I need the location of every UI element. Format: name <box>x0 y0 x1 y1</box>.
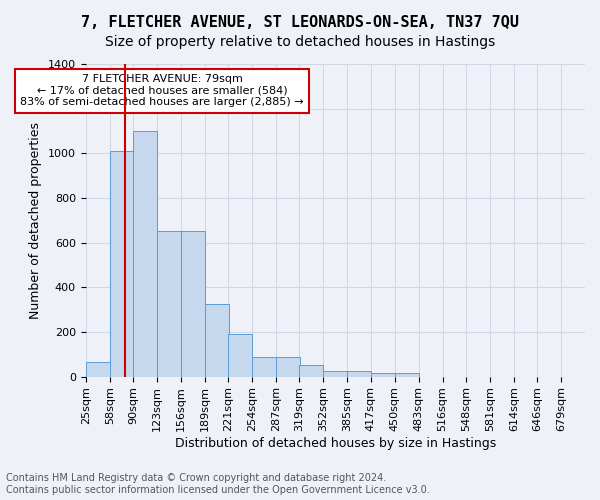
Bar <box>323 371 347 376</box>
Text: 7, FLETCHER AVENUE, ST LEONARDS-ON-SEA, TN37 7QU: 7, FLETCHER AVENUE, ST LEONARDS-ON-SEA, … <box>81 15 519 30</box>
Bar <box>205 304 229 376</box>
Bar <box>133 131 157 376</box>
Bar <box>347 371 371 376</box>
X-axis label: Distribution of detached houses by size in Hastings: Distribution of detached houses by size … <box>175 437 496 450</box>
Bar <box>371 373 395 376</box>
Y-axis label: Number of detached properties: Number of detached properties <box>29 122 43 319</box>
Text: 7 FLETCHER AVENUE: 79sqm
← 17% of detached houses are smaller (584)
83% of semi-: 7 FLETCHER AVENUE: 79sqm ← 17% of detach… <box>20 74 304 108</box>
Bar <box>86 362 110 376</box>
Bar <box>299 366 323 376</box>
Bar <box>110 151 134 376</box>
Text: Contains HM Land Registry data © Crown copyright and database right 2024.
Contai: Contains HM Land Registry data © Crown c… <box>6 474 430 495</box>
Bar <box>157 232 181 376</box>
Bar <box>395 373 419 376</box>
Bar <box>252 356 276 376</box>
Bar <box>276 356 300 376</box>
Bar <box>228 334 252 376</box>
Bar <box>181 232 205 376</box>
Text: Size of property relative to detached houses in Hastings: Size of property relative to detached ho… <box>105 35 495 49</box>
